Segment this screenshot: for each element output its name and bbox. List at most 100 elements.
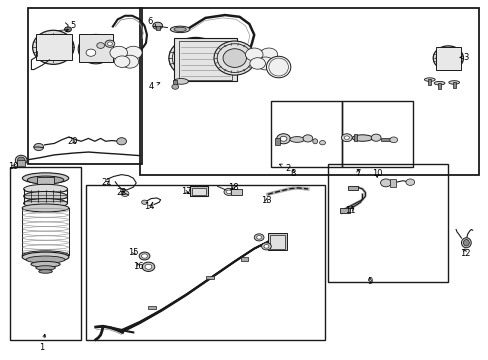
Ellipse shape — [448, 81, 459, 84]
Bar — [191, 188, 206, 195]
Bar — [27, 8, 142, 164]
Text: 10: 10 — [371, 169, 382, 178]
Bar — [341, 101, 412, 167]
Ellipse shape — [312, 139, 317, 144]
Circle shape — [380, 179, 390, 187]
Ellipse shape — [22, 173, 69, 184]
Text: 15: 15 — [128, 248, 139, 257]
Circle shape — [115, 48, 137, 64]
Circle shape — [256, 57, 274, 70]
Bar — [36, 34, 72, 60]
Ellipse shape — [351, 135, 372, 141]
Bar — [22, 208, 69, 255]
Text: 17: 17 — [180, 187, 191, 196]
Bar — [156, 26, 160, 30]
Ellipse shape — [223, 49, 246, 67]
Bar — [389, 179, 395, 187]
Text: 14: 14 — [144, 202, 154, 211]
Bar — [347, 186, 357, 190]
Circle shape — [249, 58, 265, 69]
Bar — [37, 177, 54, 184]
Ellipse shape — [22, 251, 69, 260]
Ellipse shape — [15, 155, 27, 165]
Circle shape — [34, 143, 43, 150]
Circle shape — [171, 84, 178, 89]
Circle shape — [86, 49, 96, 56]
Text: 16: 16 — [133, 262, 143, 271]
Circle shape — [303, 135, 312, 142]
Ellipse shape — [78, 35, 113, 64]
Ellipse shape — [18, 157, 25, 163]
Ellipse shape — [170, 26, 189, 33]
Bar — [173, 80, 177, 87]
Ellipse shape — [26, 256, 65, 263]
Ellipse shape — [22, 204, 69, 212]
Ellipse shape — [27, 176, 64, 184]
Text: 6: 6 — [147, 17, 156, 27]
Text: 3: 3 — [459, 53, 468, 62]
Text: 19: 19 — [8, 162, 18, 171]
Bar — [267, 233, 287, 250]
Circle shape — [280, 136, 286, 141]
Circle shape — [370, 134, 380, 141]
Circle shape — [260, 48, 277, 61]
Circle shape — [145, 264, 152, 269]
Ellipse shape — [43, 39, 63, 55]
Ellipse shape — [186, 51, 204, 65]
Ellipse shape — [36, 266, 55, 270]
Ellipse shape — [289, 136, 304, 142]
Circle shape — [341, 134, 351, 141]
Bar — [435, 47, 460, 69]
Text: 9: 9 — [366, 276, 372, 285]
Bar — [275, 138, 280, 145]
Ellipse shape — [39, 270, 52, 273]
Bar — [427, 79, 430, 85]
Circle shape — [261, 243, 271, 250]
Bar — [452, 82, 455, 88]
Ellipse shape — [433, 81, 444, 85]
Circle shape — [121, 55, 139, 68]
Circle shape — [117, 138, 126, 145]
Ellipse shape — [424, 78, 434, 81]
Circle shape — [254, 234, 264, 241]
Circle shape — [226, 190, 231, 194]
Circle shape — [64, 27, 71, 32]
Bar — [148, 306, 156, 309]
Bar — [86, 185, 325, 339]
Bar — [437, 83, 440, 89]
Circle shape — [245, 48, 263, 61]
Circle shape — [224, 188, 233, 195]
Ellipse shape — [22, 252, 69, 262]
Bar — [140, 8, 478, 175]
Bar — [380, 138, 391, 140]
Circle shape — [114, 56, 130, 67]
Bar — [206, 276, 214, 279]
Ellipse shape — [174, 27, 186, 32]
Ellipse shape — [461, 238, 470, 248]
Text: 12: 12 — [459, 249, 469, 258]
Circle shape — [142, 254, 147, 258]
Circle shape — [110, 46, 127, 59]
Ellipse shape — [31, 261, 60, 267]
Bar — [269, 234, 285, 249]
Circle shape — [124, 46, 142, 59]
Text: 8: 8 — [290, 169, 295, 179]
Circle shape — [276, 134, 290, 144]
Ellipse shape — [463, 239, 468, 246]
Ellipse shape — [168, 37, 222, 79]
Ellipse shape — [23, 192, 67, 201]
Bar — [353, 134, 356, 141]
Bar — [328, 164, 447, 282]
Text: 4: 4 — [148, 82, 160, 91]
Ellipse shape — [23, 205, 67, 213]
Ellipse shape — [23, 184, 67, 194]
Bar — [230, 189, 241, 195]
Circle shape — [121, 191, 129, 197]
Circle shape — [142, 200, 147, 204]
Ellipse shape — [181, 46, 210, 69]
Text: 13: 13 — [261, 196, 271, 205]
Ellipse shape — [432, 46, 463, 70]
Circle shape — [344, 136, 348, 139]
Text: 11: 11 — [345, 206, 355, 215]
Bar — [240, 257, 248, 261]
